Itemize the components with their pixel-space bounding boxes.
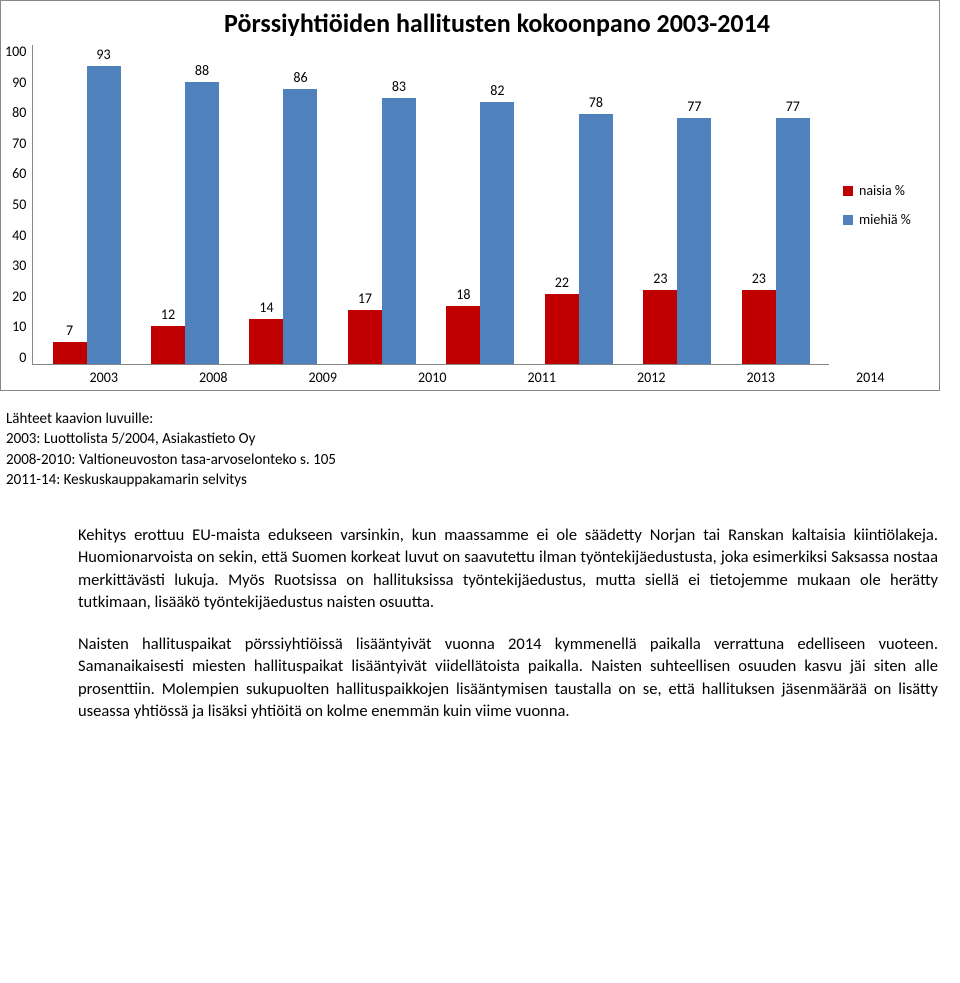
plot-area: 7931288148617831882227823772377 (32, 45, 829, 365)
prose-block: Kehitys erottuu EU-maista edukseen varsi… (0, 524, 960, 722)
bar-group: 793 (37, 45, 135, 364)
source-line: 2003: Luottolista 5/2004, Asiakastieto O… (6, 429, 960, 449)
bar-value-label: 93 (87, 46, 121, 63)
prose-paragraph: Kehitys erottuu EU-maista edukseen varsi… (78, 524, 938, 613)
source-line: 2011-14: Keskuskauppakamarin selvitys (6, 470, 960, 490)
bar: 93 (87, 66, 121, 364)
legend-swatch (843, 215, 853, 225)
sources-lines: 2003: Luottolista 5/2004, Asiakastieto O… (6, 429, 960, 490)
y-tick: 80 (12, 106, 26, 120)
y-tick: 40 (12, 229, 26, 243)
legend: naisia % miehiä % (829, 45, 929, 365)
bar-group: 1486 (234, 45, 332, 364)
bar-group: 1288 (136, 45, 234, 364)
bar-group: 2377 (727, 45, 825, 364)
bar: 78 (579, 114, 613, 364)
x-tick: 2009 (268, 369, 378, 386)
bar-value-label: 83 (382, 78, 416, 95)
bar-value-label: 78 (579, 94, 613, 111)
chart-container: Pörssiyhtiöiden hallitusten kokoonpano 2… (0, 0, 940, 391)
legend-item: miehiä % (843, 211, 929, 228)
sources-heading: Lähteet kaavion luvuille: (6, 409, 960, 429)
bar-value-label: 82 (480, 82, 514, 99)
x-tick: 2012 (597, 369, 707, 386)
x-tick: 2013 (706, 369, 816, 386)
bar: 7 (53, 342, 87, 364)
x-tick: 2008 (159, 369, 269, 386)
bar-value-label: 23 (643, 270, 677, 287)
bar-value-label: 86 (283, 69, 317, 86)
bar: 83 (382, 98, 416, 364)
bar-group: 1882 (431, 45, 529, 364)
bar: 17 (348, 310, 382, 364)
bar-value-label: 23 (742, 270, 776, 287)
bar: 12 (151, 326, 185, 364)
bar-value-label: 17 (348, 290, 382, 307)
legend-label: miehiä % (859, 211, 911, 228)
y-tick: 20 (12, 290, 26, 304)
sources-block: Lähteet kaavion luvuille: 2003: Luottoli… (6, 409, 960, 490)
bar-value-label: 12 (151, 306, 185, 323)
source-line: 2008-2010: Valtioneuvoston tasa-arvoselo… (6, 450, 960, 470)
bar: 82 (480, 102, 514, 364)
bar-value-label: 14 (249, 299, 283, 316)
y-tick: 100 (5, 45, 26, 59)
bar-value-label: 77 (776, 98, 810, 115)
bar: 77 (776, 118, 810, 364)
bar-value-label: 88 (185, 62, 219, 79)
bar-value-label: 77 (677, 98, 711, 115)
bar-value-label: 7 (53, 322, 87, 339)
bar: 77 (677, 118, 711, 364)
y-tick: 0 (19, 351, 26, 365)
bar-value-label: 18 (446, 286, 480, 303)
bar: 22 (545, 294, 579, 364)
x-tick: 2011 (487, 369, 597, 386)
plot-column: 1009080706050403020100 79312881486178318… (5, 45, 829, 365)
y-tick: 90 (12, 76, 26, 90)
x-tick: 2003 (49, 369, 159, 386)
bar-group: 1783 (333, 45, 431, 364)
x-axis: 20032008200920102011201220132014 (45, 365, 929, 386)
bar: 86 (283, 89, 317, 364)
y-tick: 30 (12, 259, 26, 273)
y-tick: 50 (12, 198, 26, 212)
x-tick: 2014 (816, 369, 926, 386)
bar: 88 (185, 82, 219, 364)
bar-group: 2278 (530, 45, 628, 364)
y-axis: 1009080706050403020100 (5, 45, 32, 365)
bar: 14 (249, 319, 283, 364)
legend-label: naisia % (859, 182, 905, 199)
y-tick: 70 (12, 137, 26, 151)
bar: 23 (643, 290, 677, 364)
prose-paragraph: Naisten hallituspaikat pörssiyhtiöissä l… (78, 633, 938, 722)
bar-value-label: 22 (545, 274, 579, 291)
legend-item: naisia % (843, 182, 929, 199)
y-tick: 10 (12, 320, 26, 334)
bar-group: 2377 (628, 45, 726, 364)
legend-swatch (843, 186, 853, 196)
y-tick: 60 (12, 167, 26, 181)
bar: 23 (742, 290, 776, 364)
chart-title: Pörssiyhtiöiden hallitusten kokoonpano 2… (65, 7, 929, 39)
x-tick: 2010 (378, 369, 488, 386)
bar: 18 (446, 306, 480, 364)
chart-body: 1009080706050403020100 79312881486178318… (5, 45, 929, 365)
